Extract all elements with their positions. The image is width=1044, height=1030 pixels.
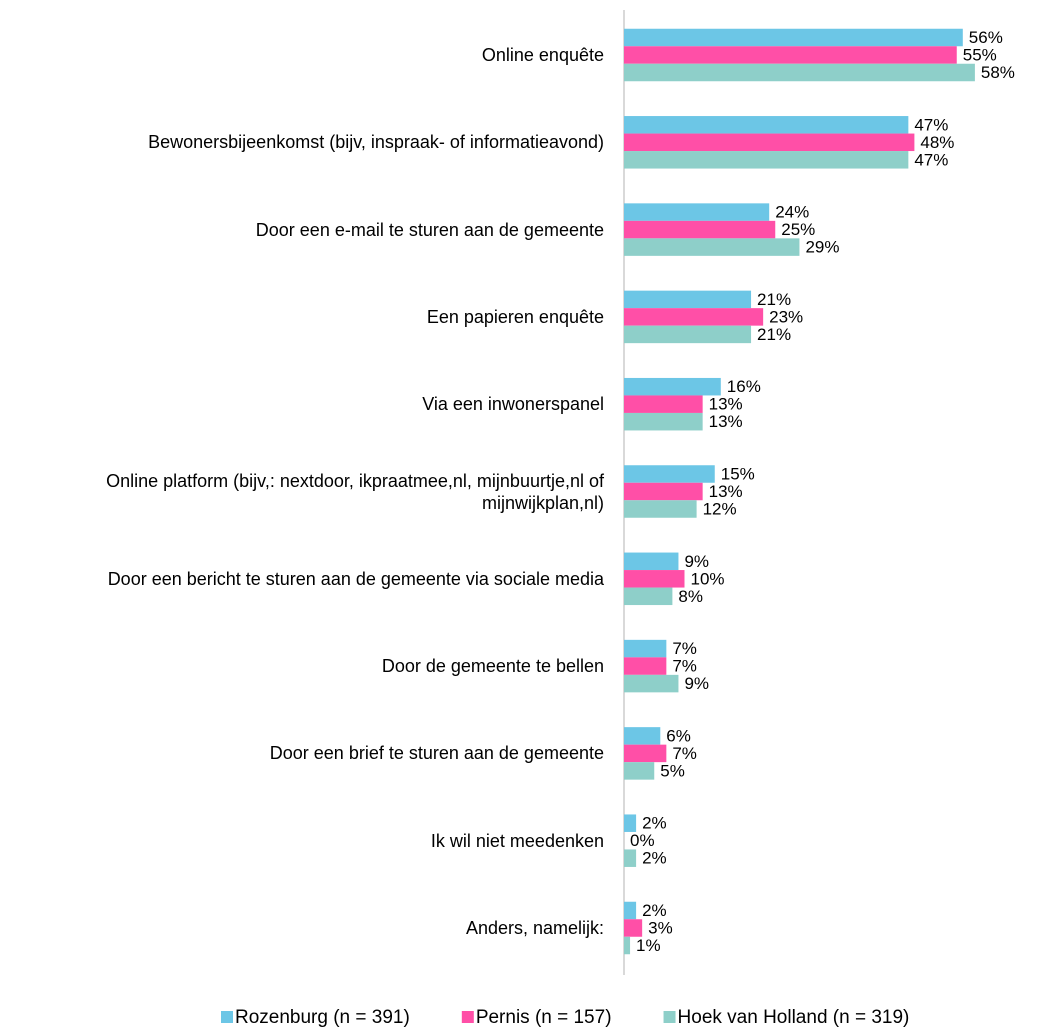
bar [624,412,703,431]
bar [624,63,975,82]
bar [624,325,752,344]
value-label: 13% [709,412,743,431]
bar [624,657,667,675]
bar [624,395,703,413]
value-label: 47% [914,115,948,134]
legend-label: Hoek van Holland (n = 319) [678,1007,910,1028]
value-label: 29% [805,238,839,257]
bar [624,238,800,256]
bar [624,116,909,134]
category-label: Een papieren enquête [426,306,604,327]
value-label: 5% [660,761,685,780]
bar [624,814,637,832]
value-label: 24% [775,203,809,222]
value-label: 2% [642,849,667,868]
bar [624,203,770,221]
value-label: 0% [630,831,655,850]
bar [624,220,776,239]
category-label: Door een brief te sturen aan de gemeente [269,743,604,764]
category-label: Online enquête [481,45,604,65]
value-label: 56% [969,28,1003,47]
bar [624,500,697,518]
value-label: 13% [709,482,743,501]
value-label: 13% [709,395,743,414]
bar [624,46,957,64]
bar [624,744,667,763]
bar [624,151,909,169]
category-label: Via een inwonerspanel [422,394,604,415]
value-label: 25% [781,220,815,239]
bar [624,482,703,501]
legend-swatch [663,1011,676,1023]
bar [624,849,637,867]
bar [624,762,655,780]
value-label: 9% [684,552,709,571]
bar [624,290,752,309]
bar [624,919,643,937]
value-label: 12% [703,499,737,518]
value-label: 7% [672,744,697,763]
bar [624,727,661,745]
value-label: 23% [769,307,803,326]
value-label: 58% [981,63,1015,82]
value-label: 10% [691,569,725,588]
legend-label: Rozenburg (n = 391) [235,1007,410,1028]
bar [624,587,673,606]
value-label: 1% [636,936,661,955]
legend-label: Pernis (n = 157) [476,1007,612,1028]
category-label: Online platform (bijv,: nextdoor, ikpraa… [106,470,604,513]
bar [624,901,637,920]
bar [624,133,915,152]
bar [624,674,679,693]
value-label: 16% [727,377,761,396]
bar [624,308,764,326]
legend-swatch [221,1011,233,1023]
value-label: 2% [642,814,667,833]
value-label: 6% [666,726,691,745]
bar [624,936,631,955]
category-label: Door een e-mail te sturen aan de gemeent… [255,219,604,240]
value-label: 21% [757,290,791,309]
value-label: 9% [684,674,709,693]
category-label: Bewonersbijeenkomst (bijv, inspraak- of … [148,132,604,153]
bar [624,570,685,588]
category-label: Door de gemeente te bellen [381,656,604,677]
value-label: 7% [672,657,697,676]
legend-swatch [461,1011,474,1023]
value-label: 7% [672,639,697,658]
bar [624,465,715,483]
value-label: 55% [963,45,997,64]
value-label: 8% [678,587,703,606]
bar [624,639,667,658]
bar [624,28,963,47]
bar [624,377,721,396]
bar [624,552,679,571]
value-label: 2% [642,901,667,920]
category-label: Door een bericht te sturen aan de gemeen… [107,568,604,589]
value-label: 47% [914,150,948,169]
value-label: 3% [648,918,673,937]
category-label: Ik wil niet meedenken [430,830,604,851]
value-label: 21% [757,325,791,344]
category-label: Anders, namelijk: [465,918,604,938]
value-label: 15% [721,464,755,483]
value-label: 48% [920,133,954,152]
